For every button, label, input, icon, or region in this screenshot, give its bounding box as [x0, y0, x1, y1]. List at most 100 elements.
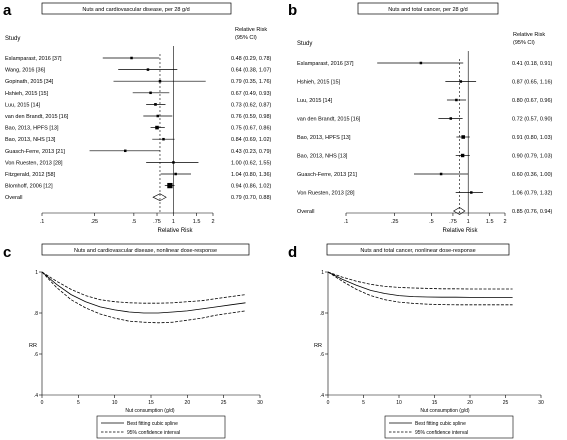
point-estimate-square: [156, 114, 160, 118]
panel-c-title: Nuts and cardiovascular disease, nonline…: [74, 248, 217, 254]
x-tick-label: 30: [538, 400, 544, 406]
panel-c-legend-item-2: 95% confidence interval: [127, 430, 180, 436]
study-name: Fitzgerald, 2012 [58]: [5, 172, 56, 178]
study-name: Eslamparast, 2016 [37]: [297, 61, 354, 67]
point-estimate-square: [174, 172, 177, 176]
study-name: Gopinath, 2015 [34]: [5, 79, 54, 85]
study-estimate: 0.60 (0.36, 1.00): [512, 172, 553, 178]
panel-b-rows: Eslamparast, 2016 [37] 0.41 (0.18, 0.91) H…: [297, 61, 553, 215]
study-name: Von Ruesten, 2013 [28]: [5, 160, 63, 166]
study-estimate: 1.06 (0.79, 1.32): [512, 191, 553, 197]
study-estimate: 0.41 (0.18, 0.91): [512, 61, 553, 67]
x-tick-label: 25: [221, 400, 227, 406]
overall-name: Overall: [5, 195, 22, 201]
panel-d-legend-box: [384, 415, 514, 439]
study-name: Blomhoff, 2006 [12]: [5, 184, 53, 190]
point-estimate-square: [158, 79, 162, 83]
panel-c-legend-item-1: Best fitting cubic spline: [127, 421, 178, 427]
study-estimate: 0.67 (0.49, 0.93): [231, 91, 272, 97]
study-name: Eslamparast, 2016 [37]: [5, 56, 62, 62]
y-tick-label: .8: [320, 311, 324, 317]
panel-c-xlabel: Nut consumption (g/d): [125, 408, 175, 414]
x-tick-label: 20: [185, 400, 191, 406]
x-tick-label: .5: [429, 219, 434, 225]
study-name: Luu, 2015 [14]: [5, 102, 41, 108]
panel-label-a: a: [3, 2, 12, 19]
x-tick-label: .75: [153, 219, 161, 225]
x-tick-label: 10: [112, 400, 118, 406]
study-name: Hshieh, 2015 [15]: [5, 91, 49, 97]
x-tick-label: .25: [90, 219, 98, 225]
panel-d-legend: Best fitting cubic spline 95% confidence…: [384, 415, 514, 439]
study-estimate: 0.90 (0.79, 1.03): [512, 154, 553, 160]
point-estimate-square: [461, 135, 465, 139]
panel-c-line-chart: c Nuts and cardiovascular disease, nonli…: [3, 243, 263, 439]
overall-name: Overall: [297, 209, 314, 215]
panel-a-rr-header-2: (95% CI): [235, 35, 257, 41]
panel-d-plot: .4.6.810 5 10 15 20 25 30: [320, 270, 544, 406]
x-tick-label: .1: [344, 219, 349, 225]
confidence-band-line: [41, 271, 246, 324]
overall-estimate: 0.85 (0.76, 0.94): [512, 209, 553, 215]
x-tick-label: 5: [77, 400, 80, 406]
study-estimate: 1.04 (0.80, 1.36): [231, 172, 272, 178]
study-estimate: 0.72 (0.57, 0.90): [512, 117, 553, 123]
x-tick-label: 10: [396, 400, 402, 406]
x-tick-label: 1: [467, 219, 470, 225]
study-estimate: 1.00 (0.62, 1.55): [231, 160, 272, 166]
panel-b-rr-header-2: (95% CI): [513, 40, 535, 46]
y-tick-label: .4: [320, 393, 324, 399]
x-tick-label: 25: [503, 400, 509, 406]
point-estimate-square: [154, 103, 157, 106]
study-estimate: 0.87 (0.65, 1.16): [512, 80, 553, 86]
x-tick-label: 2: [211, 219, 214, 225]
panel-label-b: b: [288, 2, 297, 19]
panel-c-legend-box: [96, 415, 226, 439]
panel-c-legend: Best fitting cubic spline 95% confidence…: [96, 415, 226, 439]
panel-b-forest-plot: b Nuts and total cancer, per 28 g/d Stud…: [288, 2, 553, 234]
study-name: Bao, 2013, HPFS [13]: [297, 135, 351, 141]
panel-a-axis: .1 .25 .5 .75 1 1.5 2: [40, 46, 215, 225]
point-estimate-square: [455, 98, 458, 102]
panel-b-rr-header-1: Relative Risk: [513, 32, 545, 38]
x-tick-label: 5: [362, 400, 365, 406]
study-name: Wang, 2016 [36]: [5, 68, 46, 74]
point-estimate-square: [439, 172, 443, 176]
point-estimate-square: [419, 61, 423, 65]
confidence-band-line: [327, 271, 513, 290]
point-estimate-square: [470, 191, 473, 194]
study-name: Bao, 2013, HPFS [13]: [5, 126, 59, 132]
study-name: Guasch-Ferre, 2013 [21]: [5, 149, 65, 155]
point-estimate-square: [167, 182, 173, 189]
study-name: van den Brandt, 2015 [16]: [297, 117, 361, 123]
panel-label-c: c: [3, 244, 11, 261]
panel-a-forest-plot: a Nuts and cardiovascular disease, per 2…: [3, 2, 272, 234]
point-estimate-square: [149, 91, 152, 95]
overall-estimate: 0.79 (0.70, 0.88): [231, 195, 272, 201]
study-name: Guasch-Ferre, 2013 [21]: [297, 172, 357, 178]
study-name: Luu, 2015 [14]: [297, 98, 333, 104]
panel-c-plot: .4.6.810 5 10 15 20 25 30: [34, 270, 263, 406]
study-estimate: 0.48 (0.29, 0.78): [231, 56, 272, 62]
x-tick-label: 20: [467, 400, 473, 406]
point-estimate-square: [459, 80, 463, 83]
x-tick-label: 2: [503, 219, 506, 225]
study-estimate: 0.80 (0.67, 0.96): [512, 98, 553, 104]
x-tick-label: .5: [132, 219, 137, 225]
confidence-band-line: [41, 271, 246, 304]
study-estimate: 0.79 (0.35, 1.76): [231, 79, 272, 85]
panel-b-title-box: [357, 2, 499, 15]
panel-c-title-box: [41, 243, 250, 256]
panel-a-title: Nuts and cardiovascular disease, per 28 …: [82, 7, 189, 13]
study-estimate: 0.43 (0.23, 0.79): [231, 149, 272, 155]
panel-label-d: d: [288, 244, 297, 261]
x-tick-label: 15: [432, 400, 438, 406]
spline-line: [41, 271, 246, 314]
x-tick-label: 1.5: [193, 219, 201, 225]
panel-d-line-chart: d Nuts and total cancer, nonlinear dose-…: [288, 243, 544, 439]
y-tick-label: .8: [34, 311, 38, 317]
panel-d-title-box: [326, 243, 510, 256]
point-estimate-square: [449, 117, 453, 120]
overall-diamond: [152, 193, 167, 202]
